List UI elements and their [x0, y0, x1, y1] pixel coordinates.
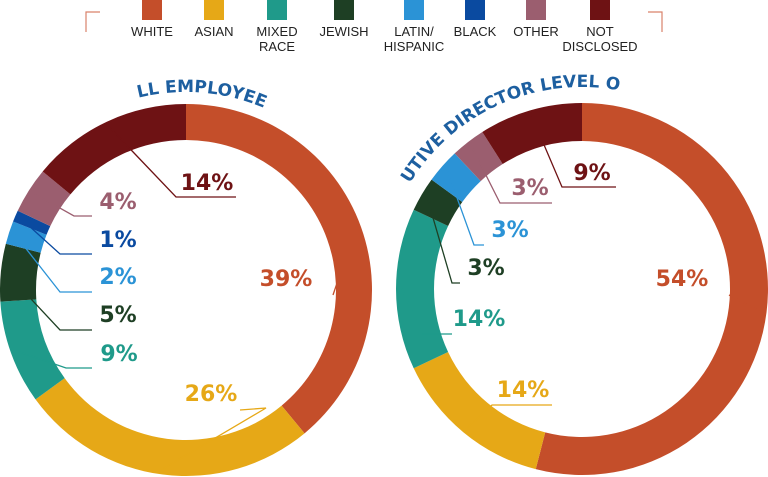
legend-item: OTHER	[513, 0, 559, 39]
legend-swatch	[204, 0, 224, 20]
leader-line	[728, 294, 761, 313]
data-label: 14%	[181, 171, 234, 196]
data-label: 2%	[99, 265, 136, 290]
data-label: 54%	[656, 267, 709, 292]
data-label: 9%	[573, 161, 610, 186]
data-label: 5%	[99, 303, 136, 328]
donut-slice	[0, 299, 65, 400]
legend-item: ASIAN	[194, 0, 234, 39]
legend-swatch	[590, 0, 610, 20]
legend-label: HISPANIC	[384, 39, 444, 54]
donut-slice	[5, 221, 47, 253]
legend-label: WHITE	[131, 24, 173, 39]
data-label: 39%	[260, 267, 313, 292]
leader-line	[426, 197, 460, 284]
donut-slice	[396, 209, 449, 369]
legend-swatch	[334, 0, 354, 20]
leader-line	[14, 233, 92, 293]
donut-slice	[482, 103, 582, 165]
donut-slice	[35, 378, 305, 476]
donut-slice	[431, 153, 481, 203]
donut-slice	[413, 352, 546, 470]
donut-slice	[454, 131, 503, 182]
legend-label: DISCLOSED	[562, 39, 637, 54]
legend-label: MIXED	[256, 24, 297, 39]
data-label: 14%	[453, 307, 506, 332]
data-label: 3%	[511, 176, 548, 201]
legend-swatch	[526, 0, 546, 20]
leader-line	[401, 288, 452, 335]
leader-line	[163, 407, 267, 470]
donut-slice	[13, 210, 51, 235]
leader-line	[108, 126, 236, 198]
leader-line	[332, 228, 356, 296]
legend-swatch	[267, 0, 287, 20]
legend-label: OTHER	[513, 24, 559, 39]
legend-item: BLACK	[454, 0, 497, 39]
legend-label: NOT	[586, 24, 614, 39]
donut-slice	[413, 179, 463, 226]
legend-swatch	[465, 0, 485, 20]
legend-label: RACE	[259, 39, 295, 54]
legend-swatch	[404, 0, 424, 20]
donut-slice	[42, 104, 186, 195]
legend-item: WHITE	[131, 0, 173, 39]
donut-slice	[186, 104, 372, 434]
leader-line	[33, 192, 92, 217]
legend-item: LATIN/HISPANIC	[384, 0, 444, 54]
data-label: 14%	[497, 378, 550, 403]
legend-item: JEWISH	[319, 0, 369, 39]
legend-label: BLACK	[454, 24, 497, 39]
legend-swatch	[142, 0, 162, 20]
data-label: 4%	[99, 190, 136, 215]
leader-line	[471, 146, 552, 204]
legend-label: LATIN/	[394, 24, 434, 39]
data-label: 3%	[491, 218, 528, 243]
legend-bracket	[85, 11, 663, 32]
legend-label: JEWISH	[319, 24, 368, 39]
leader-line	[16, 350, 92, 369]
data-label: 3%	[467, 256, 504, 281]
data-label: 1%	[99, 228, 136, 253]
leader-line	[466, 404, 552, 429]
leader-line	[6, 272, 92, 331]
donut-all-employees: 39% 26% 9% 5% 2% 1% 4% 14% ALL EMPLOYEES	[0, 0, 372, 476]
data-label: 9%	[100, 342, 137, 367]
legend-bracket-right	[648, 11, 663, 32]
data-label: 26%	[185, 382, 238, 407]
legend-bracket-left	[85, 11, 100, 32]
chart-title: ALL EMPLOYEES	[0, 0, 270, 113]
legend-label: ASIAN	[194, 24, 233, 39]
leader-line	[531, 115, 616, 188]
donut-slice	[535, 103, 768, 475]
donut-slice	[0, 243, 41, 302]
leader-line	[446, 169, 484, 246]
leader-line	[20, 218, 92, 255]
